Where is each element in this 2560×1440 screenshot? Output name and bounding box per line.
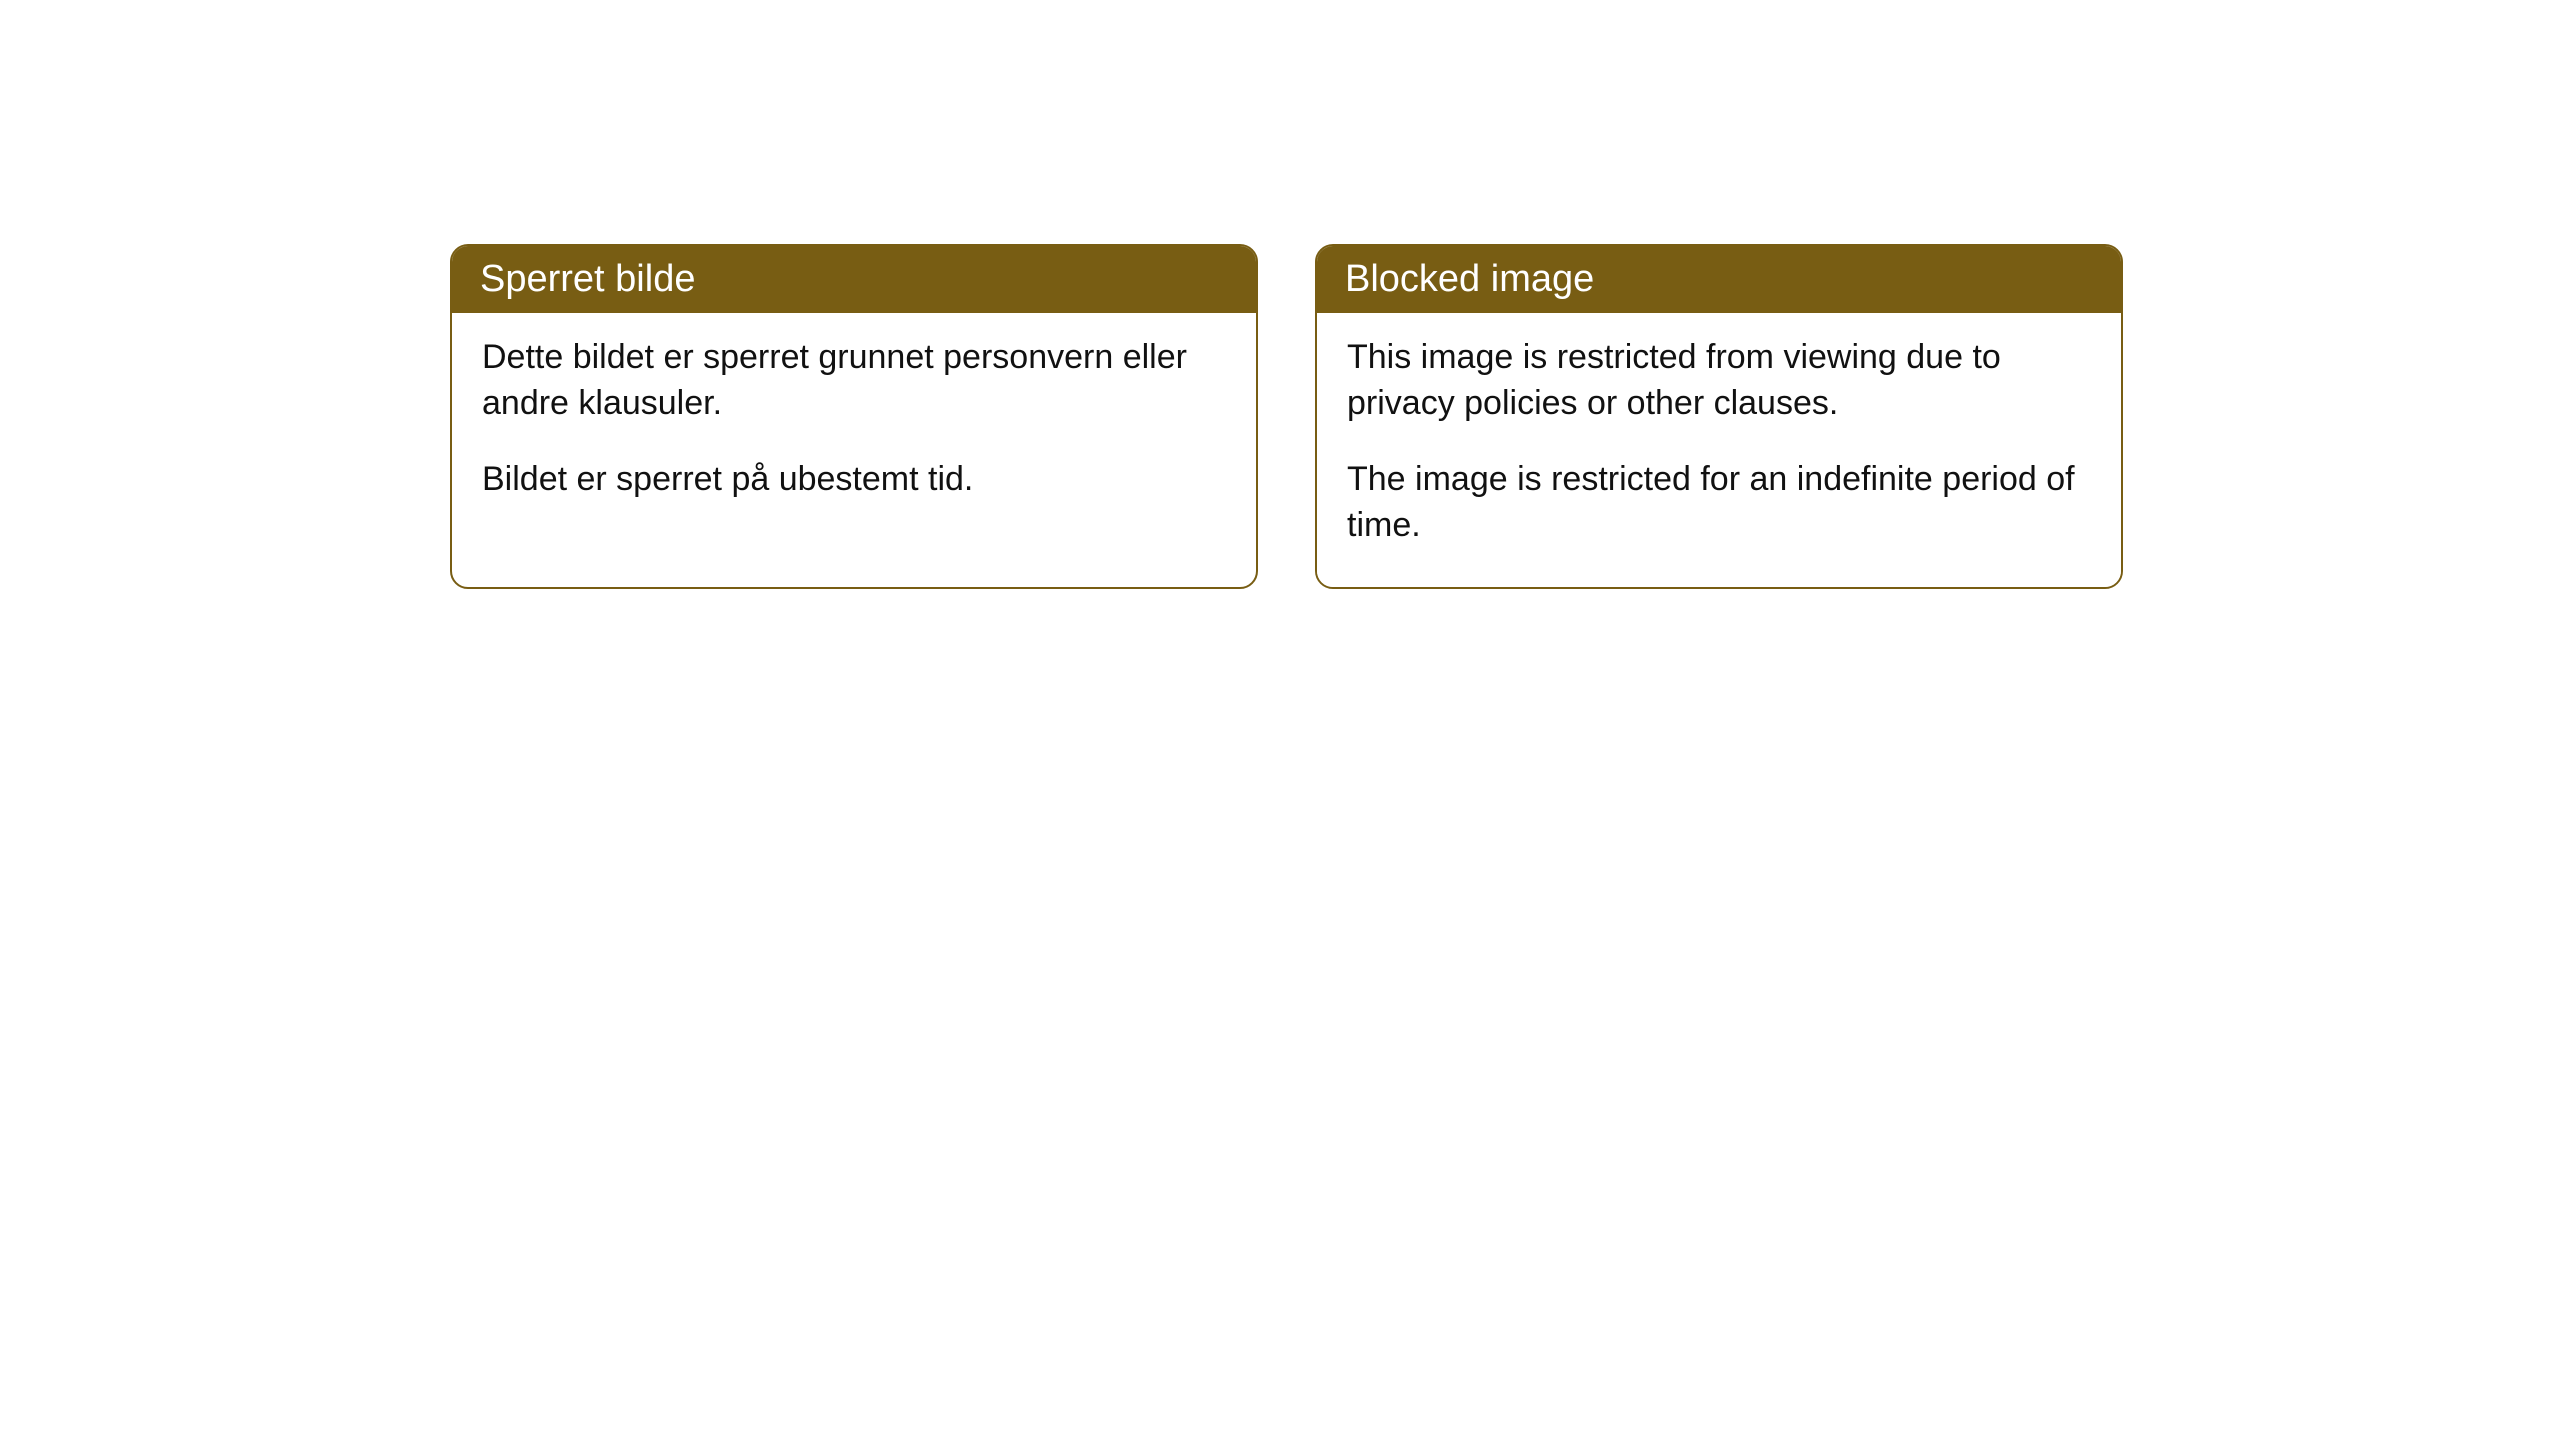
notice-card-english: Blocked image This image is restricted f… [1315,244,2123,589]
notice-card-header: Sperret bilde [452,246,1256,313]
notice-paragraph: The image is restricted for an indefinit… [1347,457,2091,549]
notice-card-body: Dette bildet er sperret grunnet personve… [452,313,1256,541]
notice-paragraph: Bildet er sperret på ubestemt tid. [482,457,1226,503]
notice-paragraph: Dette bildet er sperret grunnet personve… [482,335,1226,427]
notice-container: Sperret bilde Dette bildet er sperret gr… [450,244,2123,589]
notice-card-norwegian: Sperret bilde Dette bildet er sperret gr… [450,244,1258,589]
notice-paragraph: This image is restricted from viewing du… [1347,335,2091,427]
notice-card-header: Blocked image [1317,246,2121,313]
notice-card-body: This image is restricted from viewing du… [1317,313,2121,587]
